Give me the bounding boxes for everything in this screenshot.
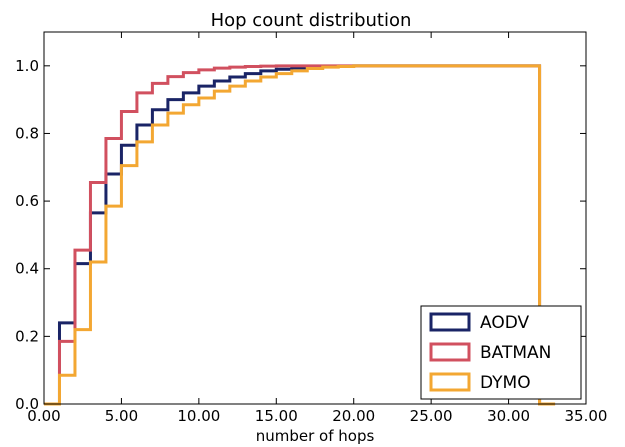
y-tick-label: 0.4: [15, 260, 39, 278]
plot-frame: [43, 31, 587, 405]
legend-swatch-dymo: [429, 372, 471, 392]
y-axis: 0.0 0.2 0.4 0.6 0.8 1.0: [15, 57, 586, 413]
x-tick-label: 35.00: [565, 407, 608, 425]
legend-label-dymo: DYMO: [480, 373, 531, 393]
x-tick-label: 15.00: [255, 407, 298, 425]
chart-title: Hop count distribution: [211, 10, 412, 31]
y-tick-label: 1.0: [15, 57, 39, 75]
x-axis-title: number of hops: [256, 427, 375, 445]
legend-label-batman: BATMAN: [480, 343, 551, 363]
x-tick-label: 30.00: [487, 407, 530, 425]
legend-frame: [420, 305, 582, 400]
x-tick-label: 0.00: [27, 407, 60, 425]
x-axis: 0.00 5.00 10.00 15.00 20.00 25.00 30.00 35.00: [27, 32, 607, 425]
series-layer: [44, 64, 556, 406]
x-tick-label: 10.00: [177, 407, 220, 425]
x-tick-label: 5.00: [105, 407, 138, 425]
y-tick-label: 0.2: [15, 327, 39, 345]
y-tick-label: 0.6: [15, 192, 39, 210]
legend: AODV BATMAN DYMO: [420, 305, 582, 400]
y-tick-label: 0.8: [15, 124, 39, 142]
x-tick-label: 25.00: [410, 407, 453, 425]
series-line-dymo: [44, 64, 556, 406]
legend-swatch-aodv: [429, 312, 471, 332]
x-tick-label: 20.00: [332, 407, 375, 425]
legend-swatch-batman: [429, 342, 471, 362]
y-tick-label: 0.0: [15, 395, 39, 413]
legend-label-aodv: AODV: [480, 313, 530, 333]
